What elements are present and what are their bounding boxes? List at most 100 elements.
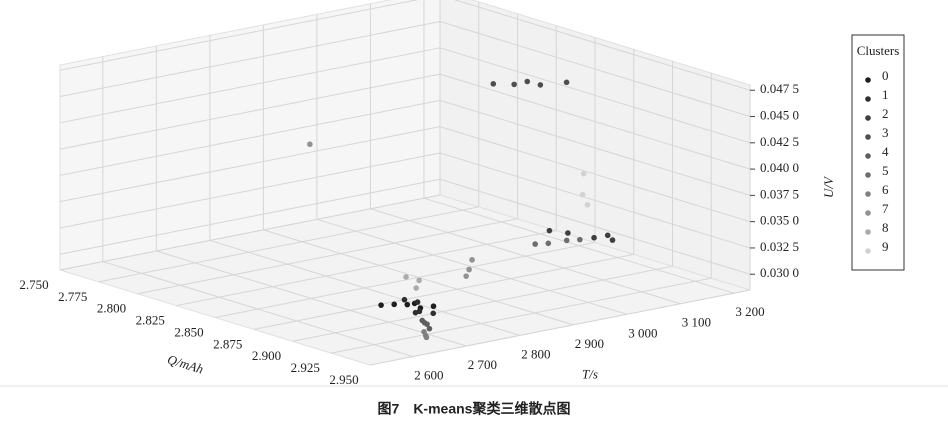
grid-line — [98, 206, 479, 283]
grid-line — [156, 250, 467, 347]
y-tick-label: 3 100 — [682, 315, 711, 330]
point — [422, 332, 429, 339]
z-tick-label: 0.047 5 — [760, 81, 799, 96]
point — [565, 230, 571, 236]
grid-line — [59, 152, 441, 229]
point — [391, 301, 397, 308]
grid-line — [59, 99, 441, 176]
grid-line — [209, 239, 521, 336]
legend-label: 2 — [882, 106, 889, 121]
grid-line — [59, 47, 441, 124]
legend-label: 9 — [882, 239, 889, 254]
point — [416, 308, 423, 315]
grid-line — [369, 289, 751, 366]
point — [604, 232, 611, 239]
point — [378, 302, 384, 308]
legend-marker — [865, 172, 871, 178]
z-tick-label: 0.035 0 — [760, 213, 799, 228]
x-tick-label: 2.750 — [19, 277, 48, 292]
y-tick-label: 2 800 — [521, 346, 550, 361]
point — [609, 237, 616, 243]
grid-line — [439, 126, 751, 223]
legend-marker — [865, 115, 871, 121]
legend-box — [851, 34, 905, 271]
grid-line — [59, 194, 441, 271]
z-tick-label: 0.045 0 — [760, 108, 799, 123]
x-tick-label: 2.925 — [291, 360, 320, 375]
z-tick-label: 0.042 5 — [760, 134, 799, 149]
point — [426, 325, 433, 332]
y-tick-label: 3 000 — [628, 325, 657, 340]
point — [307, 141, 313, 148]
point — [414, 299, 421, 305]
y-tick-label: 2 600 — [414, 368, 443, 383]
legend-label: 1 — [882, 87, 889, 102]
caption: 图7 K-means聚类三维散点图 — [378, 401, 571, 417]
grid-line — [439, 47, 751, 144]
grid-line — [137, 218, 518, 295]
point — [591, 234, 597, 241]
legend-marker — [865, 229, 871, 235]
y-axis-label: T/s — [582, 366, 598, 381]
grid-line — [439, 21, 751, 118]
grid-line — [59, 0, 419, 71]
grid-line — [59, 178, 441, 255]
point — [413, 285, 419, 291]
point — [524, 78, 531, 85]
z-tick-label: 0.030 0 — [760, 265, 799, 280]
legend-label: 6 — [882, 182, 889, 197]
z-axis-label: U/V — [821, 175, 836, 198]
legend-marker — [865, 77, 871, 83]
point — [490, 81, 497, 87]
legend-marker — [865, 191, 871, 197]
grid-line — [292, 265, 673, 342]
legend-label: 4 — [882, 144, 889, 159]
z-tick-label: 0.040 0 — [760, 160, 799, 175]
point — [563, 237, 570, 244]
legend-marker — [865, 96, 871, 102]
x-tick-label: 2.825 — [136, 313, 165, 328]
point — [469, 257, 475, 263]
grid-line — [331, 277, 712, 354]
grid-line — [439, 152, 751, 249]
y-tick-label: 3 200 — [735, 304, 764, 319]
legend-label: 0 — [882, 68, 889, 83]
legend-label: 8 — [882, 220, 889, 235]
legend-label: 7 — [882, 201, 889, 216]
point — [584, 201, 591, 208]
point — [580, 170, 587, 177]
legend-marker — [865, 248, 871, 254]
legend-label: 5 — [882, 163, 889, 178]
point — [403, 274, 409, 280]
grid-line — [370, 208, 681, 305]
point — [404, 301, 411, 308]
z-tick-label: 0.032 5 — [760, 239, 799, 254]
point — [424, 321, 430, 327]
plot — [307, 78, 616, 341]
point — [546, 227, 553, 234]
x-tick-label: 2.950 — [329, 372, 358, 387]
x-tick-label: 2.800 — [97, 301, 126, 316]
point — [463, 273, 469, 279]
legend-marker — [865, 210, 871, 216]
grid-line — [439, 178, 751, 275]
point — [430, 310, 437, 317]
legend-marker — [865, 153, 871, 159]
grid-line — [253, 253, 634, 330]
x-tick-label: 2.850 — [174, 324, 203, 339]
point — [419, 317, 426, 324]
point — [416, 277, 422, 284]
point — [466, 266, 472, 273]
point — [579, 191, 586, 198]
legend-title: Clusters — [857, 43, 900, 58]
y-tick-label: 2 900 — [575, 336, 604, 351]
point — [545, 240, 552, 247]
x-axis-label: Q/mAh — [166, 351, 206, 376]
point — [563, 79, 570, 86]
grid-line — [316, 218, 628, 315]
x-tick-label: 2.900 — [252, 348, 281, 363]
grid-line — [423, 197, 735, 294]
x-tick-label: 2.775 — [58, 289, 87, 304]
y-tick-label: 2 700 — [468, 357, 497, 372]
